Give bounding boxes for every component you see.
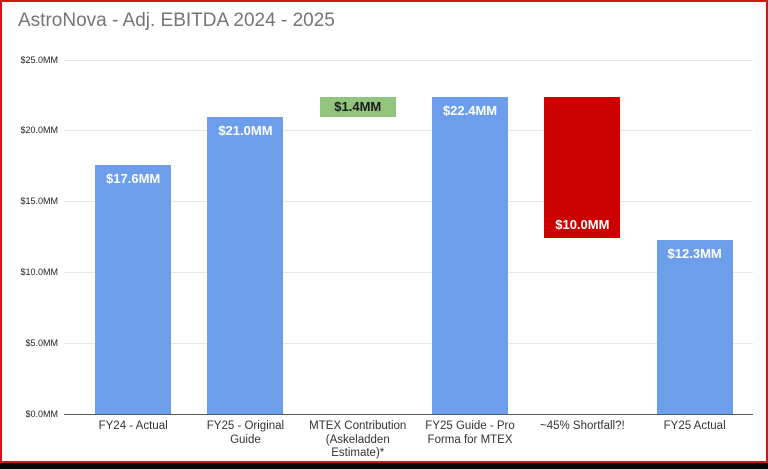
bar-fy25-original-guide — [207, 116, 284, 414]
bar-mtex-contribution-askeladden-estimate — [319, 96, 396, 117]
gridline-20 — [64, 130, 753, 132]
bar-fy25-guide-pro-forma-for-mtex — [432, 96, 509, 414]
bar-value-label: $10.0MM — [555, 217, 610, 233]
bar-45-shortfall — [544, 96, 621, 239]
bar-fy25-actual — [656, 239, 733, 414]
plot-area: $0.0MM $5.0MM $10.0MM $15.0MM $20.0MM $25.0MM… — [2, 2, 766, 461]
bar-value-label: $17.6MM — [106, 170, 161, 186]
chart-title: AstroNova - Adj. EBITDA 2024 - 2025 — [18, 10, 335, 31]
y-axis-tick-label: $15.0MM — [20, 196, 58, 207]
bar-value-label: $21.0MM — [218, 122, 273, 138]
bar-value-label: $22.4MM — [442, 102, 498, 118]
bar-fy24-actual — [95, 164, 172, 414]
y-axis-tick-label: $10.0MM — [20, 266, 58, 277]
x-axis-category-label: MTEX Contribution (Askeladden Estimate)* — [309, 420, 407, 460]
y-axis-tick-label: $0.0MM — [25, 408, 58, 419]
gridline-25 — [64, 59, 753, 61]
bar-value-label: $12.3MM — [667, 245, 722, 261]
x-axis-category-label: ~45% Shortfall?! — [539, 420, 625, 432]
x-axis-category-label: FY25 - Original Guide — [206, 420, 285, 446]
y-axis-tick-label: $20.0MM — [20, 125, 58, 136]
gridline-10 — [64, 271, 753, 273]
gridline-15 — [64, 201, 753, 203]
y-axis-tick-label: $5.0MM — [25, 337, 58, 348]
bar-value-label: $1.4MM — [334, 99, 382, 115]
y-axis-tick-label: $25.0MM — [20, 54, 58, 65]
x-axis-category-label: FY25 Guide - Pro Forma for MTEX — [425, 420, 515, 446]
x-axis-category-label: FY24 - Actual — [98, 420, 168, 432]
bottom-black-strip — [0, 463, 768, 469]
x-axis-category-label: FY25 Actual — [663, 420, 726, 432]
gridline-5 — [64, 342, 753, 344]
gridline-0 — [64, 413, 753, 415]
